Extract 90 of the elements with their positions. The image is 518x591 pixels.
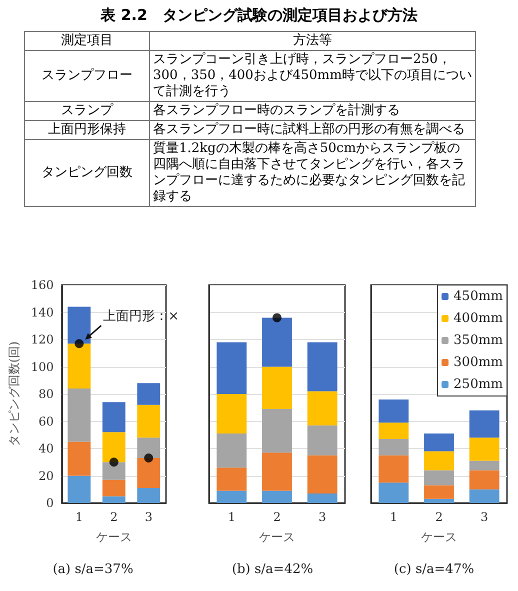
bar (378, 482, 409, 503)
y-tick-label: 60 (38, 414, 54, 428)
y-axis-title: タンピング回数(回) (7, 341, 21, 447)
y-tick-label: 20 (38, 468, 54, 483)
bar (216, 490, 247, 503)
bar (68, 442, 91, 476)
bar (102, 432, 126, 462)
bar (137, 488, 160, 503)
y-tick-label: 40 (38, 442, 54, 456)
y-tick-label: 0 (46, 496, 54, 510)
y-tick-label: 100 (30, 360, 54, 374)
text: (a) s/a=37% (52, 562, 134, 577)
x-tick-label: 3 (318, 510, 326, 524)
text: 方法等 (150, 32, 476, 50)
bar (424, 451, 454, 470)
bar (262, 408, 292, 453)
bar (262, 366, 292, 409)
bar (137, 458, 160, 488)
text: (b) s/a=42% (232, 562, 314, 577)
text: タンピング回数 (24, 140, 150, 206)
bar (137, 383, 160, 405)
bar (469, 438, 500, 461)
bar (424, 485, 454, 499)
legend-label: 350mm (454, 333, 503, 348)
bar (68, 388, 91, 442)
legend-label: 400mm (454, 311, 503, 326)
x-axis-title: ケース (421, 530, 457, 544)
bar (216, 394, 247, 434)
text: 質量1.2kgの木製の棒を高さ50cmからスランプ板の四隅へ順に自由落下させてタンピングを行い，各スランプフローに達するために必要なタンピング回数を記録する (150, 140, 476, 206)
bar (68, 476, 91, 503)
text: 表 2.2 タンピング試験の測定項目および方法 (100, 6, 418, 25)
point (109, 458, 118, 467)
x-axis-title: ケース (96, 530, 132, 544)
bar (307, 455, 338, 494)
bar (424, 434, 454, 452)
bar (216, 468, 247, 491)
x-tick-label: 2 (273, 510, 281, 524)
text: スランプ (24, 102, 150, 120)
bar (262, 452, 292, 491)
text: 各スランプフロー時のスランプを計測する (150, 102, 476, 120)
bar (424, 498, 454, 503)
bar (68, 344, 91, 389)
x-tick-label: 2 (110, 510, 118, 524)
x-tick-label: 1 (75, 510, 83, 524)
bar (378, 438, 409, 456)
bar (424, 470, 454, 486)
legend-label: 300mm (454, 355, 503, 370)
bar (216, 434, 247, 468)
bar (102, 462, 126, 480)
text: 各スランプフロー時に試料上部の円形の有無を調べる (150, 120, 476, 140)
bar (262, 318, 292, 367)
bar (307, 342, 338, 392)
bar (469, 410, 500, 438)
bar (102, 402, 126, 432)
bar (378, 455, 409, 483)
x-tick-label: 1 (228, 510, 236, 524)
bar (307, 391, 338, 426)
bar (102, 496, 126, 503)
bar (216, 342, 247, 394)
bar (262, 490, 292, 503)
bar (469, 470, 500, 490)
x-tick-label: 3 (144, 510, 152, 524)
y-tick-label: 140 (30, 305, 54, 320)
point (74, 339, 84, 348)
bar (378, 399, 409, 423)
bar (307, 493, 338, 503)
bar (102, 480, 126, 496)
x-tick-label: 2 (435, 510, 443, 524)
annotation: 上面円形：× (103, 309, 180, 324)
text: (c) s/a=47% (394, 562, 474, 577)
y-tick-label: 80 (38, 387, 54, 401)
text: スランプコーン引き上げ時，スランプフロー250，300，350，400および450mm時で以下の項目について計測を行う (150, 50, 476, 102)
point (144, 454, 154, 463)
text: 上面円形保持 (24, 120, 150, 140)
bar (68, 306, 91, 344)
legend-label: 450mm (454, 289, 503, 304)
x-tick-label: 1 (390, 510, 398, 524)
bar (137, 404, 160, 438)
legend-label: 250mm (454, 377, 503, 392)
bar (137, 438, 160, 458)
x-tick-label: 3 (480, 510, 488, 524)
bar (307, 425, 338, 456)
y-tick-label: 120 (30, 332, 54, 346)
y-tick-label: 160 (30, 278, 54, 292)
bar (378, 422, 409, 439)
bar (469, 460, 500, 470)
x-axis-title: ケース (259, 530, 295, 544)
text: スランプフロー (24, 50, 150, 102)
bar (469, 489, 500, 503)
text: 測定項目 (24, 32, 150, 50)
